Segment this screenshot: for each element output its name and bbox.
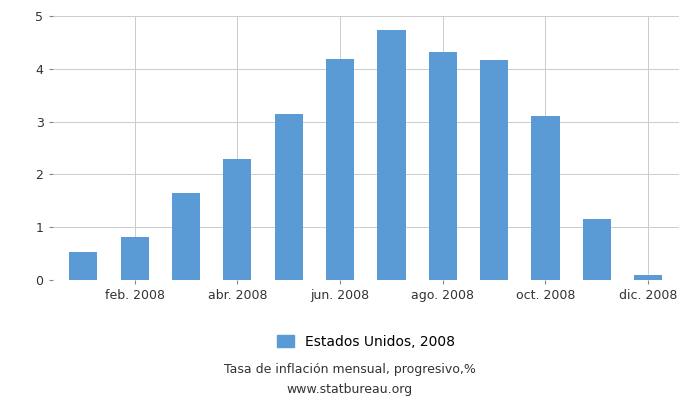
Text: Tasa de inflación mensual, progresivo,%: Tasa de inflación mensual, progresivo,%	[224, 364, 476, 376]
Bar	[582, 219, 611, 280]
Bar	[531, 116, 559, 280]
Bar	[377, 30, 405, 280]
Bar	[428, 52, 457, 280]
Bar	[120, 237, 149, 280]
Bar	[172, 193, 200, 280]
Bar	[274, 114, 303, 280]
Text: www.statbureau.org: www.statbureau.org	[287, 384, 413, 396]
Bar	[223, 158, 251, 280]
Bar	[480, 60, 508, 280]
Bar	[634, 275, 662, 280]
Bar	[326, 59, 354, 280]
Legend: Estados Unidos, 2008: Estados Unidos, 2008	[272, 329, 460, 354]
Bar	[69, 252, 97, 280]
